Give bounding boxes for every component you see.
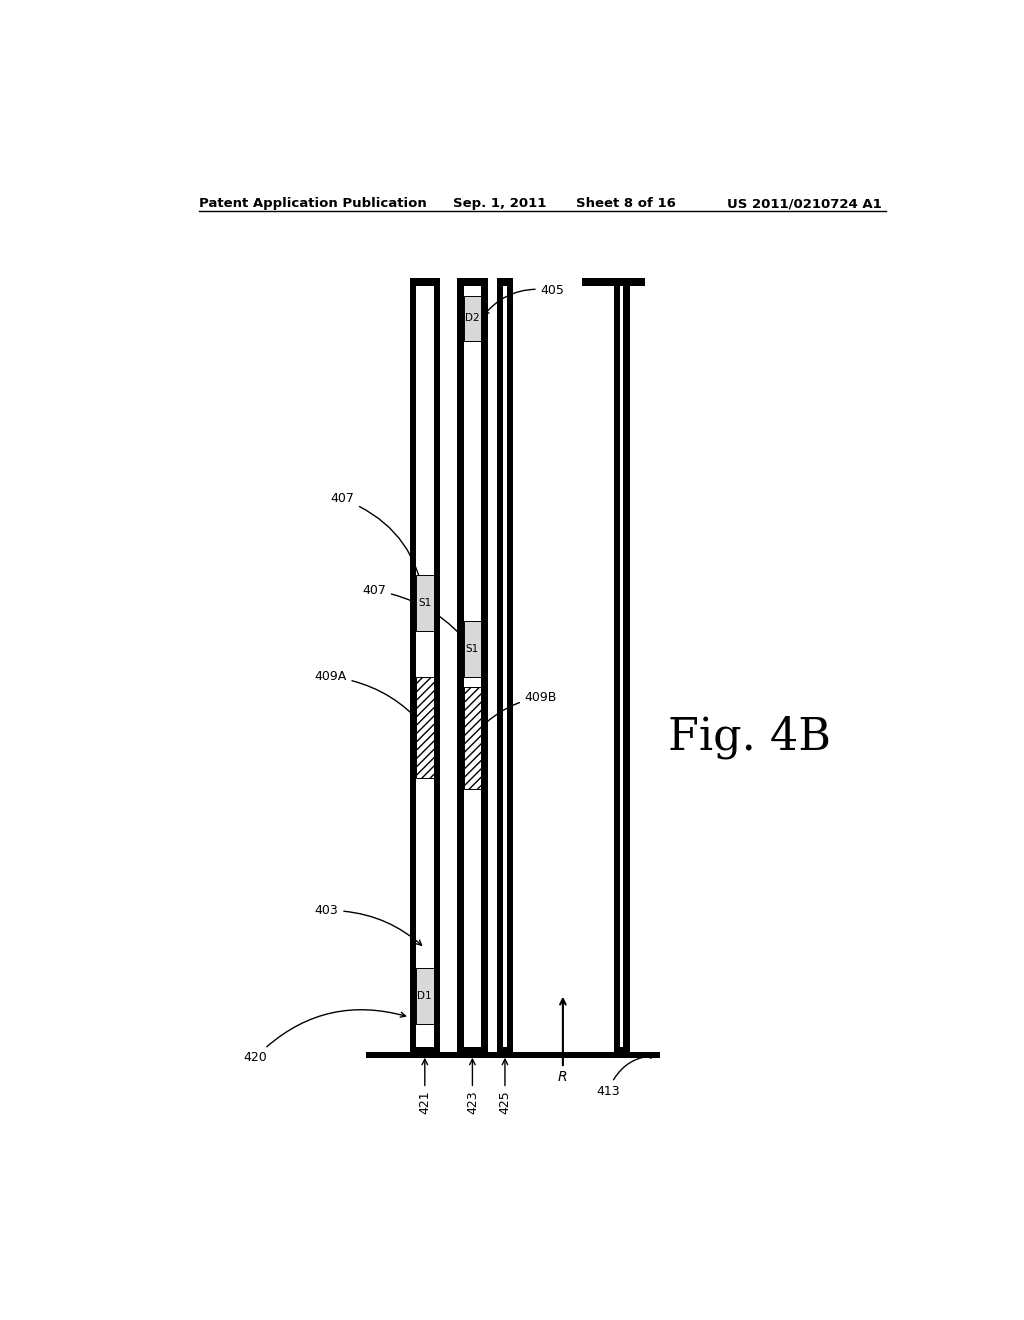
Bar bbox=[464, 620, 481, 677]
Bar bbox=[497, 279, 504, 1055]
Bar bbox=[433, 279, 440, 1055]
Text: 413: 413 bbox=[596, 1053, 655, 1098]
Bar bbox=[613, 1047, 630, 1055]
Bar bbox=[613, 279, 630, 286]
Text: 409B: 409B bbox=[475, 690, 557, 734]
Bar bbox=[481, 279, 487, 1055]
Bar bbox=[504, 286, 507, 1047]
Bar bbox=[458, 1047, 487, 1055]
Text: 407: 407 bbox=[362, 583, 470, 645]
Text: Patent Application Publication: Patent Application Publication bbox=[200, 197, 427, 210]
Bar bbox=[507, 279, 513, 1055]
Bar bbox=[458, 279, 487, 286]
Bar bbox=[582, 279, 645, 286]
Text: 425: 425 bbox=[499, 1090, 511, 1114]
Bar bbox=[416, 576, 433, 631]
Text: US 2011/0210724 A1: US 2011/0210724 A1 bbox=[727, 197, 882, 210]
Bar bbox=[464, 686, 481, 788]
Bar bbox=[624, 279, 630, 1055]
Bar bbox=[416, 286, 433, 1047]
Bar bbox=[464, 286, 481, 1047]
Text: S1: S1 bbox=[418, 598, 431, 609]
Text: Sep. 1, 2011: Sep. 1, 2011 bbox=[454, 197, 547, 210]
Text: 409A: 409A bbox=[314, 671, 422, 725]
Bar bbox=[416, 969, 433, 1024]
Bar bbox=[410, 279, 440, 286]
Bar bbox=[410, 279, 416, 1055]
Text: D2: D2 bbox=[465, 313, 479, 323]
Bar bbox=[410, 1047, 440, 1055]
Bar bbox=[464, 296, 481, 342]
Bar bbox=[613, 279, 620, 1055]
Text: 420: 420 bbox=[243, 1010, 406, 1064]
Text: 423: 423 bbox=[466, 1090, 479, 1114]
Bar bbox=[497, 279, 513, 286]
Bar bbox=[367, 1052, 659, 1057]
Text: 421: 421 bbox=[419, 1090, 431, 1114]
Bar bbox=[416, 677, 433, 779]
Bar bbox=[458, 279, 464, 1055]
Text: 403: 403 bbox=[314, 904, 422, 945]
Text: Sheet 8 of 16: Sheet 8 of 16 bbox=[577, 197, 676, 210]
Text: R: R bbox=[558, 1071, 567, 1084]
Text: D1: D1 bbox=[418, 991, 432, 1002]
Text: Fig. 4B: Fig. 4B bbox=[668, 715, 830, 759]
Bar bbox=[620, 286, 624, 1047]
Text: 407: 407 bbox=[331, 492, 426, 599]
Bar bbox=[497, 1047, 513, 1055]
Text: S1: S1 bbox=[466, 644, 479, 653]
Text: 405: 405 bbox=[484, 284, 564, 315]
